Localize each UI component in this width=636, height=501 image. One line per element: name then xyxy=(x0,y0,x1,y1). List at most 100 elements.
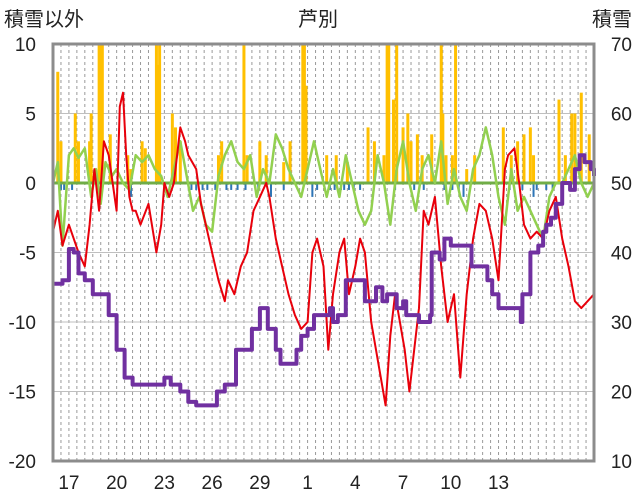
precip-bar xyxy=(516,141,520,183)
x-tick-label: 23 xyxy=(154,473,175,494)
precip-neg-bar xyxy=(63,183,66,190)
precip-bar xyxy=(264,155,268,183)
precip-neg-bar xyxy=(71,183,74,190)
precip-bar xyxy=(392,99,396,183)
precip-neg-bar xyxy=(195,183,198,190)
precip-neg-bar xyxy=(462,183,465,197)
precip-neg-bar xyxy=(535,183,538,190)
right-tick-label: 50 xyxy=(611,174,632,195)
precip-neg-bar xyxy=(443,183,446,190)
left-tick-label: -10 xyxy=(9,313,36,334)
precip-bar xyxy=(557,99,561,183)
x-tick-label: 20 xyxy=(106,473,127,494)
left-tick-label: 5 xyxy=(25,105,36,126)
left-axis-label: 積雪以外 xyxy=(4,7,84,31)
left-tick-label: 10 xyxy=(15,35,36,56)
precip-bar xyxy=(301,44,305,183)
precip-neg-bar xyxy=(333,183,336,190)
precip-bar xyxy=(430,134,434,183)
precip-bar xyxy=(395,44,399,183)
precip-neg-bar xyxy=(413,183,416,190)
right-tick-label: 70 xyxy=(611,35,632,56)
precip-bar xyxy=(532,155,536,183)
x-tick-label: 4 xyxy=(350,473,361,494)
precip-neg-bar xyxy=(311,183,314,197)
precip-neg-bar xyxy=(190,183,193,190)
precip-neg-bar xyxy=(230,183,233,190)
right-tick-label: 40 xyxy=(611,244,632,265)
precip-bar xyxy=(522,134,526,183)
precip-bar xyxy=(450,155,454,183)
right-tick-label: 60 xyxy=(611,105,632,126)
x-tick-label: 13 xyxy=(488,473,509,494)
precip-neg-bar xyxy=(129,183,132,197)
x-tick-label: 17 xyxy=(58,473,79,494)
precip-bar xyxy=(97,44,101,183)
precip-bar xyxy=(245,155,249,183)
precip-bar xyxy=(154,44,158,183)
precip-bar xyxy=(100,44,104,183)
precip-bar xyxy=(387,44,391,183)
precip-bar xyxy=(156,64,160,183)
precip-bar xyxy=(158,44,162,183)
precip-bar xyxy=(385,44,389,183)
plot-frame xyxy=(51,42,596,463)
x-tick-label: 26 xyxy=(202,473,223,494)
precip-bar xyxy=(178,141,182,183)
precip-bar xyxy=(73,113,77,183)
right-axis-label: 積雪 xyxy=(592,7,632,31)
precip-neg-bar xyxy=(244,183,247,190)
precip-bar xyxy=(473,155,477,183)
precip-neg-bar xyxy=(206,183,209,190)
precip-bar xyxy=(563,155,567,183)
precip-neg-bar xyxy=(59,183,62,190)
plot-area xyxy=(51,44,596,408)
precip-bar xyxy=(501,127,505,183)
precip-bar xyxy=(242,44,246,183)
left-tick-label: -20 xyxy=(9,452,36,473)
precip-bar xyxy=(334,155,338,183)
precip-neg-bar xyxy=(236,183,239,190)
precip-bar xyxy=(174,127,178,183)
precip-bar xyxy=(88,141,92,183)
chart-title: 芦別 xyxy=(298,7,338,31)
precip-bar xyxy=(258,141,262,183)
precip-bar xyxy=(282,162,286,183)
left-tick-label: 0 xyxy=(25,174,36,195)
precip-bar xyxy=(406,113,410,183)
precip-bar xyxy=(454,44,458,183)
precip-neg-bar xyxy=(282,183,285,190)
precip-bar xyxy=(587,134,591,183)
precip-bar xyxy=(99,44,103,183)
precip-bar xyxy=(444,155,448,183)
x-tick-label: 10 xyxy=(440,473,461,494)
snow-depth-line xyxy=(53,153,596,408)
precip-neg-bar xyxy=(214,183,217,190)
precip-bar xyxy=(345,162,349,183)
x-tick-labels: 17 20 23 26 29 1 4 7 10 13 xyxy=(58,473,509,494)
grid-lines xyxy=(52,44,594,461)
precip-bar xyxy=(59,141,63,183)
precip-bar xyxy=(465,169,469,183)
precip-bar xyxy=(415,134,419,183)
precip-bar xyxy=(76,141,80,183)
precip-bar xyxy=(89,113,93,183)
precip-neg-bar xyxy=(347,183,350,190)
precip-bar xyxy=(382,155,386,183)
precip-neg-bar xyxy=(225,183,228,190)
left-tick-label: -15 xyxy=(9,383,36,404)
precip-neg-bar xyxy=(532,183,535,197)
precip-bar xyxy=(108,134,112,183)
precip-bar xyxy=(409,141,413,183)
precip-bar xyxy=(528,127,532,183)
wind-line xyxy=(51,126,596,247)
precip-neg-bar xyxy=(201,183,204,190)
precip-bar xyxy=(439,44,443,183)
precip-neg-bar xyxy=(521,183,524,190)
precip-bar xyxy=(325,155,329,183)
precip-bar xyxy=(573,113,577,183)
precip-neg-bar xyxy=(451,183,454,190)
right-tick-label: 20 xyxy=(611,383,632,404)
right-tick-label: 10 xyxy=(611,452,632,473)
